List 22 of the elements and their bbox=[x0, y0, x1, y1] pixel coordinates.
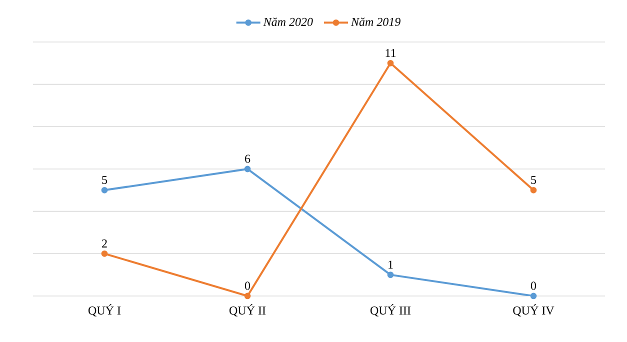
x-tick-label: QUÝ III bbox=[370, 304, 411, 316]
data-label: 6 bbox=[245, 154, 250, 163]
data-label: 0 bbox=[530, 282, 536, 290]
data-label: 5 bbox=[102, 176, 108, 184]
data-label: 1 bbox=[388, 260, 393, 269]
point bbox=[244, 292, 251, 300]
legend-label: Năm 2019 bbox=[350, 18, 400, 26]
data-label: 2 bbox=[102, 240, 107, 248]
point bbox=[387, 272, 394, 278]
x-tick-label: QUÝ IV bbox=[513, 304, 554, 316]
data-label: 0 bbox=[244, 282, 250, 290]
legend-label: Năm 2020 bbox=[263, 18, 313, 26]
x-tick-label: QUÝ II bbox=[229, 304, 266, 316]
data-label: 11 bbox=[386, 49, 396, 57]
x-tick-label: QUÝ I bbox=[88, 304, 121, 316]
data-label: 5 bbox=[531, 176, 536, 184]
point bbox=[101, 250, 108, 257]
point bbox=[530, 292, 537, 300]
point bbox=[530, 186, 537, 194]
point bbox=[387, 60, 394, 66]
point bbox=[101, 186, 108, 194]
point bbox=[244, 166, 251, 172]
